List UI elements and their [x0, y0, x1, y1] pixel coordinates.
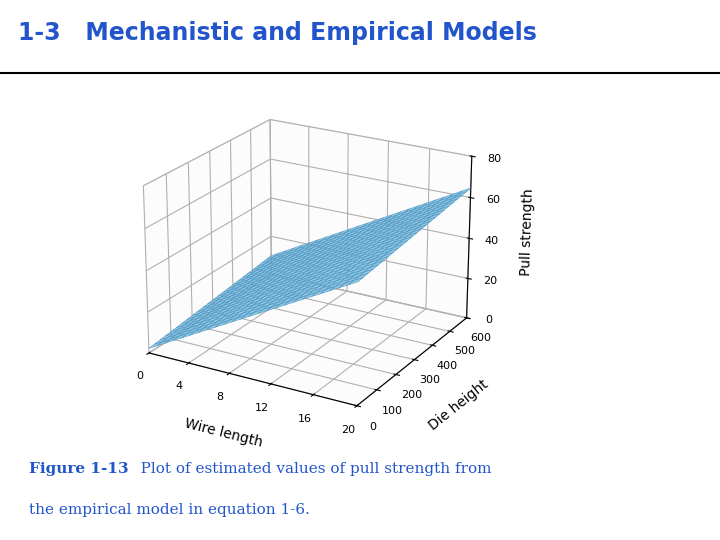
Text: Figure 1-13: Figure 1-13: [29, 462, 128, 476]
Y-axis label: Die height: Die height: [426, 377, 491, 433]
Text: the empirical model in equation 1-6.: the empirical model in equation 1-6.: [29, 503, 310, 517]
X-axis label: Wire length: Wire length: [183, 417, 264, 450]
Text: 1-3   Mechanistic and Empirical Models: 1-3 Mechanistic and Empirical Models: [18, 21, 537, 45]
Text: Plot of estimated values of pull strength from: Plot of estimated values of pull strengt…: [126, 462, 492, 476]
